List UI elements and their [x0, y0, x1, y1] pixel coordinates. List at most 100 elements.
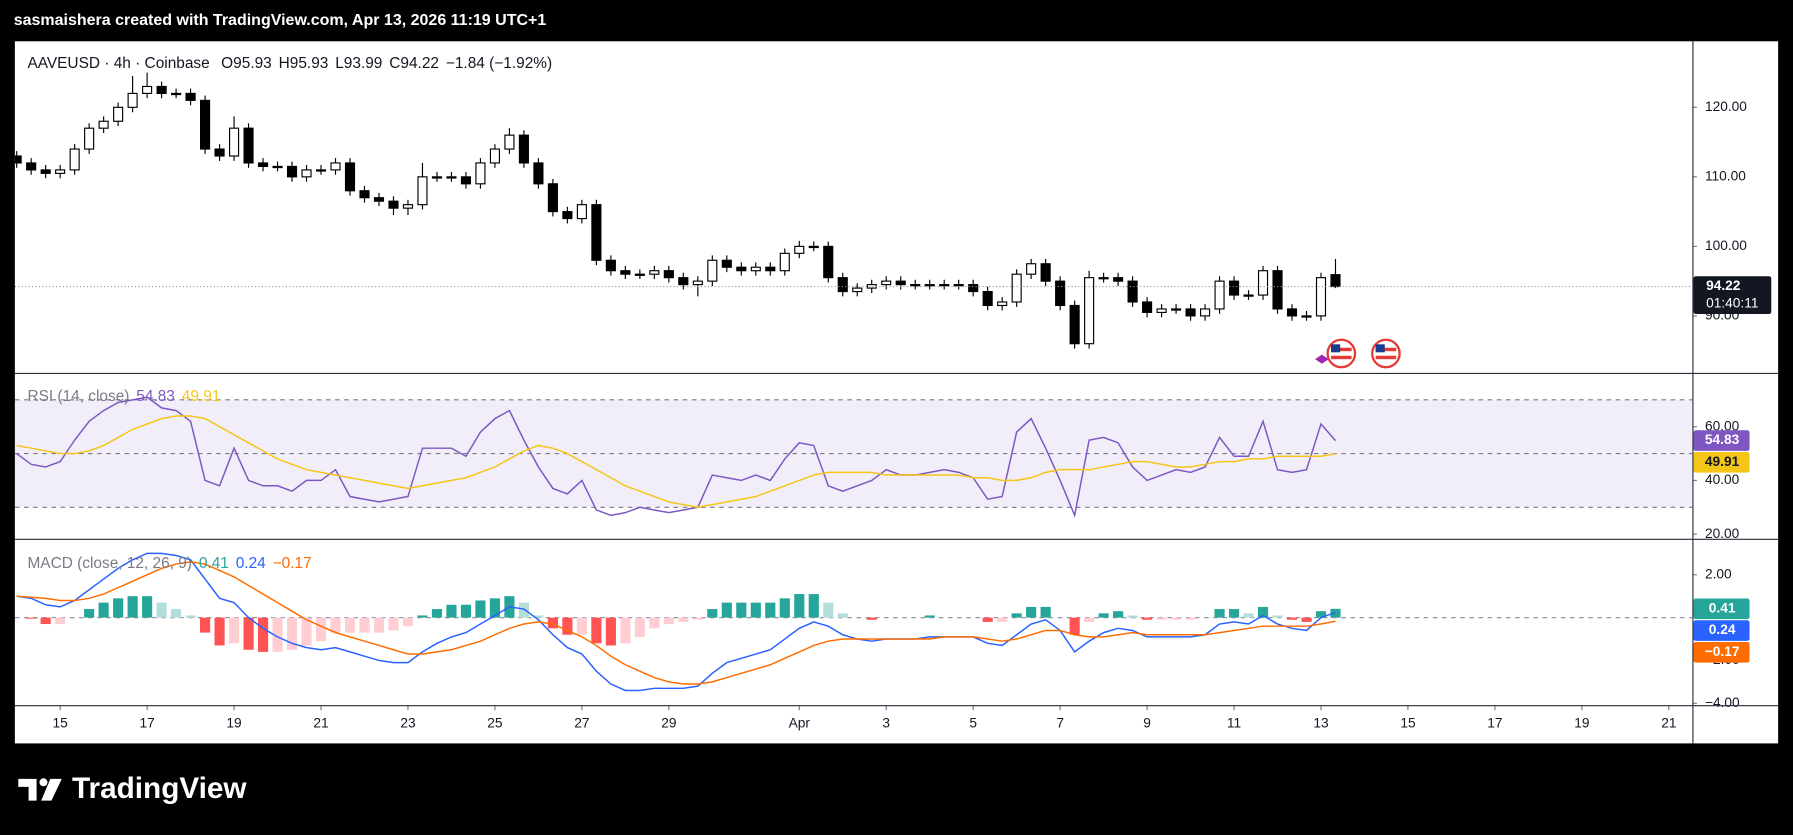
x-tick-label: 9: [1143, 716, 1151, 731]
value-label: −0.17: [1705, 644, 1740, 659]
candle-body: [26, 162, 37, 171]
x-tick-label: 5: [969, 716, 977, 731]
histogram-bar: [301, 617, 312, 646]
candle-body: [924, 284, 935, 287]
histogram-bar: [417, 615, 428, 618]
logo-text: TradingView: [72, 772, 247, 805]
candle-body: [1243, 294, 1254, 297]
histogram-bar: [156, 602, 167, 618]
flag-stripe: [1331, 355, 1352, 360]
candle-body: [794, 245, 805, 254]
histogram-bar: [547, 617, 558, 629]
candle-body: [200, 99, 211, 150]
histogram-bar: [765, 602, 776, 618]
x-tick-label: 15: [1400, 716, 1416, 731]
candle-body: [257, 162, 269, 167]
histogram-bar: [692, 617, 703, 620]
x-tick-label: 7: [1056, 716, 1064, 731]
legend-change: −1.84 (−1.92%): [446, 55, 552, 72]
candle-body: [837, 277, 848, 293]
candle-body: [649, 270, 660, 275]
histogram-bar: [1156, 617, 1167, 620]
legend: AAVEUSD · 4h · Coinbase O95.93 H95.93 L93.9…: [27, 55, 552, 72]
candle-body: [1127, 280, 1138, 303]
candle-body: [1069, 304, 1080, 345]
candle-body: [330, 162, 341, 171]
histogram-bar: [460, 604, 472, 618]
legend-value: 95.93: [233, 55, 272, 72]
candle-body: [1214, 280, 1225, 310]
histogram-bar: [1069, 617, 1080, 635]
legend-title: AAVEUSD · 4h · Coinbase: [27, 55, 209, 72]
rsi-pane: [14, 396, 1693, 518]
legend-value: 54.83: [136, 388, 175, 405]
candle-body: [504, 134, 515, 150]
candle-body: [634, 273, 645, 276]
candle-body: [678, 277, 689, 286]
histogram-bar: [924, 615, 935, 618]
candle-body: [881, 280, 892, 286]
histogram-bar: [446, 604, 457, 618]
legend-value: 95.93: [290, 55, 329, 72]
candle-body: [1286, 308, 1298, 317]
histogram-bar: [533, 615, 544, 618]
histogram-bar: [808, 594, 819, 618]
histogram-bar: [330, 617, 341, 633]
candle-body: [142, 85, 153, 95]
histogram-bar: [257, 617, 269, 652]
x-tick-label: 21: [313, 716, 328, 731]
candle-body: [1199, 308, 1211, 317]
x-tick-label: 23: [400, 716, 416, 731]
histogram-bar: [518, 602, 529, 618]
candle-body: [1040, 263, 1051, 282]
histogram-bar: [1257, 606, 1269, 618]
candle-body: [1330, 274, 1341, 288]
histogram-bar: [359, 617, 370, 633]
histogram-bar: [750, 602, 761, 618]
event-diamond: [1315, 354, 1329, 364]
indicator-line: [16, 396, 1337, 518]
x-tick-label: 15: [53, 716, 69, 731]
candle-body: [779, 252, 790, 272]
histogram-bar: [402, 617, 414, 627]
candle-body: [185, 92, 196, 101]
histogram-bar: [707, 609, 718, 618]
candle-body: [1098, 277, 1109, 280]
candle-body: [866, 284, 877, 289]
candle-body: [968, 284, 979, 293]
histogram-bar: [214, 617, 225, 646]
candle-body: [286, 165, 298, 178]
flag-stripe: [1375, 347, 1397, 352]
x-tick-label: 27: [574, 716, 589, 731]
legend-title: RSI (14, close): [27, 388, 129, 405]
candle-body: [1315, 277, 1327, 317]
histogram-bar: [1113, 611, 1124, 618]
value-label-box: [1693, 641, 1750, 663]
histogram-bar: [228, 617, 240, 644]
candle-body: [1301, 315, 1312, 318]
x-tick-label: 19: [1574, 716, 1589, 731]
histogram-bar: [489, 598, 501, 618]
x-tick-label: 11: [1227, 716, 1241, 731]
x-tick-label: 17: [139, 716, 154, 731]
y-tick-label: 110.00: [1705, 168, 1746, 183]
histogram-bar: [286, 617, 298, 650]
histogram-bar: [243, 617, 254, 650]
histogram-bar: [1272, 615, 1283, 618]
candle-body: [1272, 270, 1283, 310]
histogram-bar: [373, 617, 385, 633]
value-label-box: [1693, 452, 1750, 473]
histogram-bar: [1286, 617, 1298, 620]
histogram-bar: [84, 609, 95, 618]
candle-body: [475, 162, 486, 185]
histogram-bar: [55, 617, 66, 625]
candle-body: [1156, 308, 1167, 313]
legend-key: O: [221, 55, 233, 72]
candle-body: [417, 176, 428, 206]
value-label: 49.91: [1705, 454, 1740, 469]
histogram-bar: [663, 617, 674, 625]
candle-body: [982, 290, 993, 307]
candle-body: [344, 162, 356, 192]
